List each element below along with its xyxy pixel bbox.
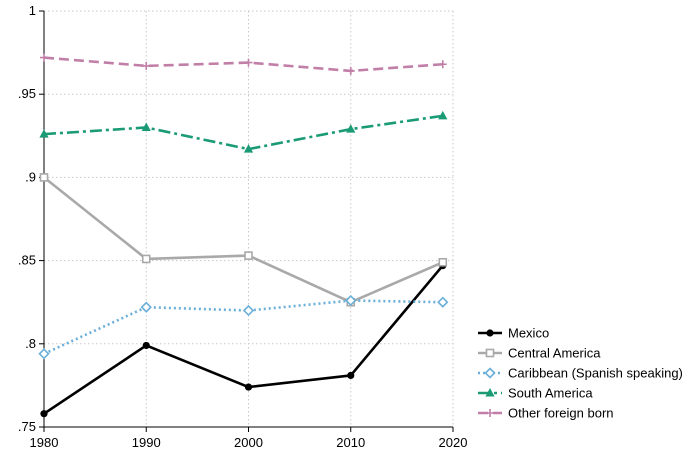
series-2-point-1 <box>140 301 152 313</box>
series-4-point-4 <box>438 60 447 69</box>
x-tick-label-4: 2020 <box>439 435 468 450</box>
series-4-point-3 <box>346 66 355 75</box>
legend-label-1: Central America <box>508 346 601 361</box>
y-tick-label-4: .95 <box>18 86 36 101</box>
legend-marker-1 <box>485 348 495 358</box>
series-3-point-2 <box>243 144 254 153</box>
series-0-point-2 <box>244 383 253 391</box>
series-2-point-3 <box>345 294 357 307</box>
series-3-point-1 <box>141 122 151 131</box>
series-line-4 <box>43 56 443 73</box>
legend-marker-4 <box>486 409 494 417</box>
series-1-point-4 <box>438 257 448 267</box>
y-tick-label-5: 1 <box>29 3 36 18</box>
x-tick-label-1: 1990 <box>132 435 161 450</box>
series-4-point-2 <box>244 58 253 67</box>
series-4-point-0 <box>40 53 48 62</box>
legend-label-3: South America <box>508 386 593 401</box>
x-tick-label-3: 2010 <box>336 435 365 450</box>
series-2-point-2 <box>242 304 255 317</box>
series-line-2 <box>43 299 443 355</box>
series-line-3 <box>43 114 443 151</box>
x-tick-label-2: 2000 <box>234 435 263 450</box>
legend-marker-3 <box>485 388 495 397</box>
series-4-point-1 <box>142 61 151 70</box>
y-tick-label-1: .8 <box>25 336 36 351</box>
series-line-1 <box>43 176 444 304</box>
series-2-point-4 <box>437 296 449 308</box>
series-1-point-2 <box>244 251 253 260</box>
series-0-point-1 <box>142 341 150 350</box>
legend-label-4: Other foreign born <box>508 406 614 421</box>
legend-label-0: Mexico <box>508 326 549 341</box>
series-3-point-4 <box>438 110 448 120</box>
series-1-point-0 <box>39 173 49 182</box>
legend-label-2: Caribbean (Spanish speaking) <box>508 366 683 381</box>
legend-marker-0 <box>486 329 494 337</box>
series-0-point-3 <box>347 371 355 380</box>
y-tick-label-0: .75 <box>18 419 36 434</box>
series-0-point-0 <box>40 410 48 418</box>
legend-marker-2 <box>484 367 496 379</box>
y-tick-label-3: .9 <box>25 169 36 184</box>
series-3-point-0 <box>39 129 49 138</box>
series-1-point-1 <box>141 254 151 264</box>
y-tick-label-2: .85 <box>18 253 36 268</box>
x-tick-label-0: 1980 <box>30 435 59 450</box>
series-3-point-3 <box>346 124 356 133</box>
series-2-point-0 <box>38 348 50 360</box>
